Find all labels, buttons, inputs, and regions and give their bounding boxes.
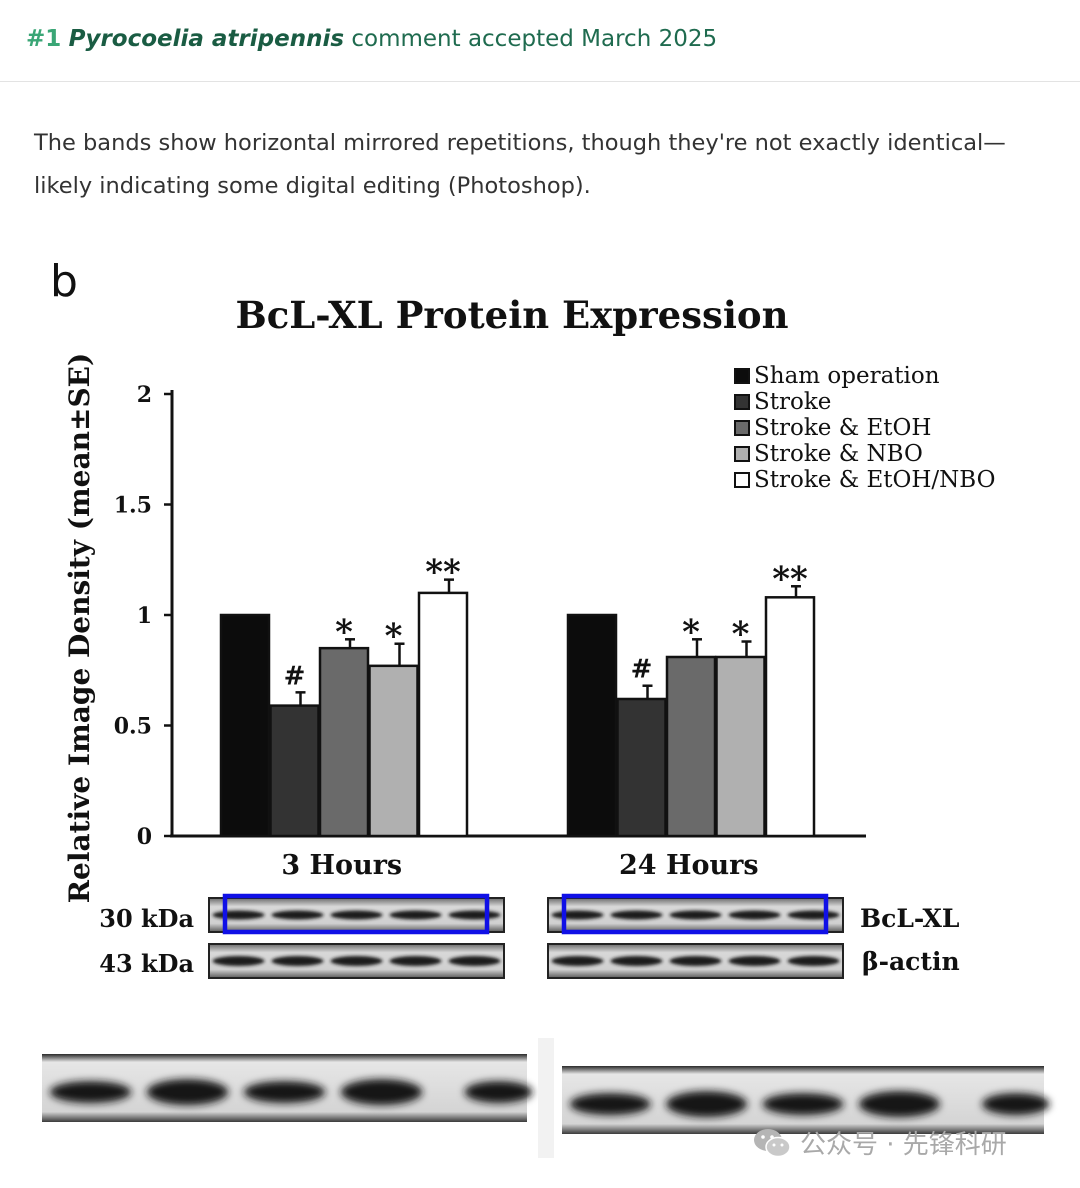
legend-swatch [734,420,750,436]
watermark-text: 公众号 · 先锋科研 [800,1130,1007,1160]
blot-band [610,956,663,966]
zoom-band [49,1081,132,1104]
zoom-band [146,1079,229,1106]
significance-mark: * [335,612,353,652]
zoom-band [569,1093,651,1116]
significance-mark: # [631,655,653,685]
blot-band [551,910,604,920]
blot-band [330,956,383,966]
blot-band [448,956,501,966]
y-tick-label: 0.5 [114,714,152,740]
blot-band [669,910,722,920]
blot-label-beta-actin: β-actin [862,947,960,976]
y-tick-label: 2 [137,382,152,408]
bar [417,591,469,838]
zoomed-band-comparison [42,1038,1050,1158]
highlight-box [222,893,490,935]
blot-band [669,956,722,966]
legend-entry: Stroke & EtOH/NBO [754,467,996,493]
legend-swatch [734,472,750,488]
category-label: 3 Hours [281,850,402,881]
legend-entry: Stroke [754,389,831,415]
zoom-band [982,1093,1050,1116]
bar [715,655,766,838]
comment-header: #1 Pyrocoelia atripennis comment accepte… [0,0,1080,82]
blot-band [551,956,604,966]
comment-number: #1 [26,26,62,52]
category-label: 24 Hours [619,850,759,881]
zoom-band [464,1081,533,1104]
zoom-band [340,1079,423,1106]
zoom-band [858,1091,940,1118]
watermark: 公众号 · 先锋科研 [752,1124,1007,1161]
y-tick-label: 0 [137,824,152,850]
western-blots: 30 kDa 43 kDa BcL-XL β-actin [99,893,960,979]
blot-band [728,910,781,920]
blot-band [728,956,781,966]
bar [368,664,419,838]
zoom-band [762,1093,844,1116]
comment-title: #1 Pyrocoelia atripennis comment accepte… [26,26,717,52]
panel-label: b [50,256,78,307]
legend-entry: Sham operation [754,363,940,389]
blot-band [448,910,501,920]
blot-band [212,910,265,920]
comment-status: comment accepted March 2025 [351,26,718,52]
wechat-icon [754,1128,791,1157]
blot-band [330,910,383,920]
blot-band [389,910,442,920]
legend-swatch [734,394,750,410]
species-name: Pyrocoelia atripennis [68,26,345,52]
comment-body: The bands show horizontal mirrored repet… [34,130,1006,199]
plot-area: 00.511.52#* ***3 Hours#* ***24 Hours [114,382,866,881]
significance-mark: ** [425,553,461,593]
blot-band [271,956,324,966]
y-tick-label: 1.5 [114,493,152,519]
bar [566,613,618,838]
blot-label-30kda: 30 kDa [99,904,194,933]
significance-mark: ** [772,559,808,599]
bar [269,704,320,838]
figure: b BcL-XL Protein Expression Relative Ima… [42,256,1050,1158]
blot-band [389,956,442,966]
blot-label-43kda: 43 kDa [99,949,194,978]
significance-mark: * [385,617,403,657]
bar [219,613,271,838]
y-axis-label: Relative Image Density (mean±SE) [63,353,96,904]
significance-mark: * [732,615,750,655]
zoom-divider [538,1038,554,1158]
blot-label-bclxl: BcL-XL [860,904,960,933]
blot-band [787,956,840,966]
legend-swatch [734,446,750,462]
legend-entry: Stroke & EtOH [754,415,931,441]
legend-swatch [734,368,750,384]
significance-mark: * [682,612,700,652]
bar [665,655,717,838]
zoom-band [243,1081,326,1104]
blot-band [212,956,265,966]
bar [318,646,370,838]
blot-band [610,910,663,920]
bar [764,596,816,838]
zoom-band [666,1091,748,1118]
highlight-box [561,893,829,935]
chart-title: BcL-XL Protein Expression [235,293,788,337]
bar [616,697,667,838]
y-tick-label: 1 [137,603,152,629]
legend-entry: Stroke & NBO [754,441,923,467]
significance-mark: # [284,661,306,691]
blot-band [787,910,840,920]
blot-band [271,910,324,920]
